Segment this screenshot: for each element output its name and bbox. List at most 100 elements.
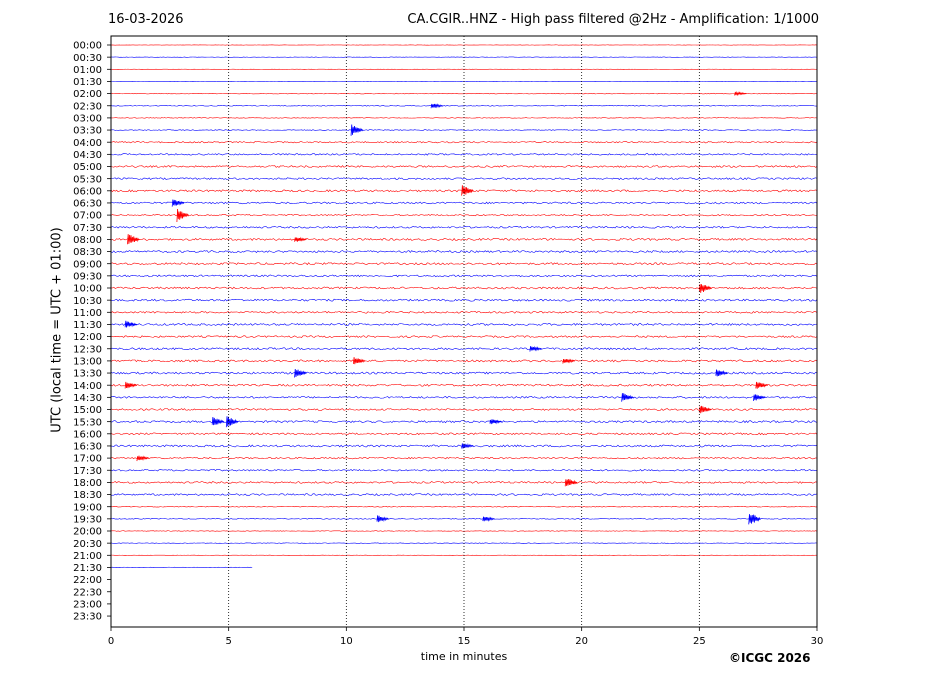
trace-17:00	[110, 456, 818, 460]
y-tick-label-21:00: 21:00	[73, 551, 102, 562]
y-tick-label-12:00: 12:00	[73, 332, 102, 343]
trace-08:30	[110, 250, 818, 253]
y-tick-label-21:30: 21:30	[73, 563, 102, 574]
event-mark-27	[482, 516, 495, 522]
y-tick-label-07:30: 07:30	[73, 223, 102, 234]
event-mark-22	[489, 419, 503, 425]
y-tick-label-03:30: 03:30	[73, 126, 102, 137]
trace-21:30	[110, 566, 253, 569]
event-mark-9	[124, 320, 138, 328]
trace-13:30	[110, 371, 818, 375]
y-tick-label-18:30: 18:30	[73, 490, 102, 501]
y-tick-label-09:00: 09:00	[73, 259, 102, 270]
y-tick-label-14:00: 14:00	[73, 381, 102, 392]
event-mark-16	[755, 381, 768, 389]
y-tick-label-23:00: 23:00	[73, 600, 102, 611]
y-tick-label-13:30: 13:30	[73, 369, 102, 380]
x-tick-label-15: 15	[458, 636, 471, 647]
event-mark-21	[225, 416, 239, 428]
y-tick-label-05:30: 05:30	[73, 174, 102, 185]
trace-05:30	[110, 177, 818, 180]
header-title: CA.CGIR..HNZ - High pass filtered @2Hz -…	[407, 12, 819, 27]
y-tick-label-03:00: 03:00	[73, 114, 102, 125]
y-tick-label-20:00: 20:00	[73, 527, 102, 538]
trace-08:00	[110, 237, 818, 241]
y-tick-label-16:00: 16:00	[73, 429, 102, 440]
event-mark-13	[294, 368, 307, 378]
event-mark-8	[698, 283, 712, 293]
y-tick-label-01:30: 01:30	[73, 77, 102, 88]
y-tick-label-04:30: 04:30	[73, 150, 102, 161]
y-tick-label-15:30: 15:30	[73, 417, 102, 428]
y-tick-label-06:00: 06:00	[73, 186, 102, 197]
event-mark-12	[562, 358, 575, 364]
x-tick-label-20: 20	[575, 636, 588, 647]
trace-07:00	[110, 214, 818, 217]
trace-16:00	[110, 432, 818, 436]
y-tick-label-17:00: 17:00	[73, 454, 102, 465]
event-mark-23	[461, 442, 474, 449]
trace-05:00	[110, 165, 818, 168]
event-mark-20	[211, 416, 225, 426]
event-mark-10	[529, 345, 542, 352]
x-tick-label-0: 0	[108, 636, 114, 647]
trace-06:30	[110, 201, 818, 205]
event-mark-1	[430, 103, 444, 109]
y-tick-label-02:00: 02:00	[73, 89, 102, 100]
event-mark-7	[294, 236, 307, 242]
event-mark-28	[748, 514, 761, 525]
x-tick-label-10: 10	[340, 636, 353, 647]
trace-19:00	[110, 505, 818, 508]
event-mark-3	[461, 185, 474, 196]
event-mark-18	[753, 394, 766, 401]
event-mark-6	[127, 234, 140, 245]
y-tick-label-22:00: 22:00	[73, 575, 102, 586]
y-tick-label-14:30: 14:30	[73, 393, 102, 404]
event-mark-5	[176, 209, 190, 223]
event-mark-25	[564, 479, 578, 487]
x-axis: 0 5 10 15 20 25 30	[108, 627, 823, 647]
y-tick-label-16:30: 16:30	[73, 442, 102, 453]
y-tick-label-11:00: 11:00	[73, 308, 102, 319]
y-tick-label-17:30: 17:30	[73, 466, 102, 477]
y-tick-label-18:00: 18:00	[73, 478, 102, 489]
y-tick-label-11:30: 11:30	[73, 320, 102, 331]
event-mark-0	[734, 90, 747, 97]
y-tick-label-20:30: 20:30	[73, 539, 102, 550]
event-mark-15	[124, 381, 138, 389]
x-axis-label: time in minutes	[420, 650, 508, 663]
y-tick-label-22:30: 22:30	[73, 587, 102, 598]
event-mark-14	[715, 369, 728, 377]
y-tick-label-07:00: 07:00	[73, 211, 102, 222]
trace-17:30	[110, 469, 817, 472]
y-tick-label-05:00: 05:00	[73, 162, 102, 173]
event-mark-19	[698, 405, 712, 414]
y-tick-label-01:00: 01:00	[73, 65, 102, 76]
y-tick-label-02:30: 02:30	[73, 101, 102, 112]
y-tick-label-04:00: 04:00	[73, 138, 102, 149]
grid-group	[228, 36, 700, 627]
y-axis-label: UTC (local time = UTC + 01:00)	[49, 227, 65, 433]
trace-07:30	[110, 225, 818, 229]
y-tick-label-09:30: 09:30	[73, 271, 102, 282]
y-tick-label-10:30: 10:30	[73, 296, 102, 307]
y-tick-label-23:30: 23:30	[73, 612, 102, 623]
y-tick-label-12:30: 12:30	[73, 344, 102, 355]
y-tick-label-19:00: 19:00	[73, 502, 102, 513]
event-mark-17	[621, 393, 634, 402]
event-mark-26	[376, 515, 390, 523]
copyright-text: ©ICGC 2026	[729, 651, 811, 665]
y-tick-label-10:00: 10:00	[73, 284, 102, 295]
x-tick-label-5: 5	[225, 636, 231, 647]
trace-19:30	[110, 518, 818, 520]
y-tick-label-15:00: 15:00	[73, 405, 102, 416]
y-tick-label-13:00: 13:00	[73, 357, 102, 368]
event-mark-11	[352, 357, 366, 365]
x-tick-label-25: 25	[693, 636, 706, 647]
event-mark-2	[350, 124, 364, 136]
header-date: 16-03-2026	[108, 12, 184, 27]
y-tick-label-00:00: 00:00	[73, 41, 102, 52]
trace-18:30	[110, 493, 818, 496]
plot-frame	[110, 35, 818, 628]
